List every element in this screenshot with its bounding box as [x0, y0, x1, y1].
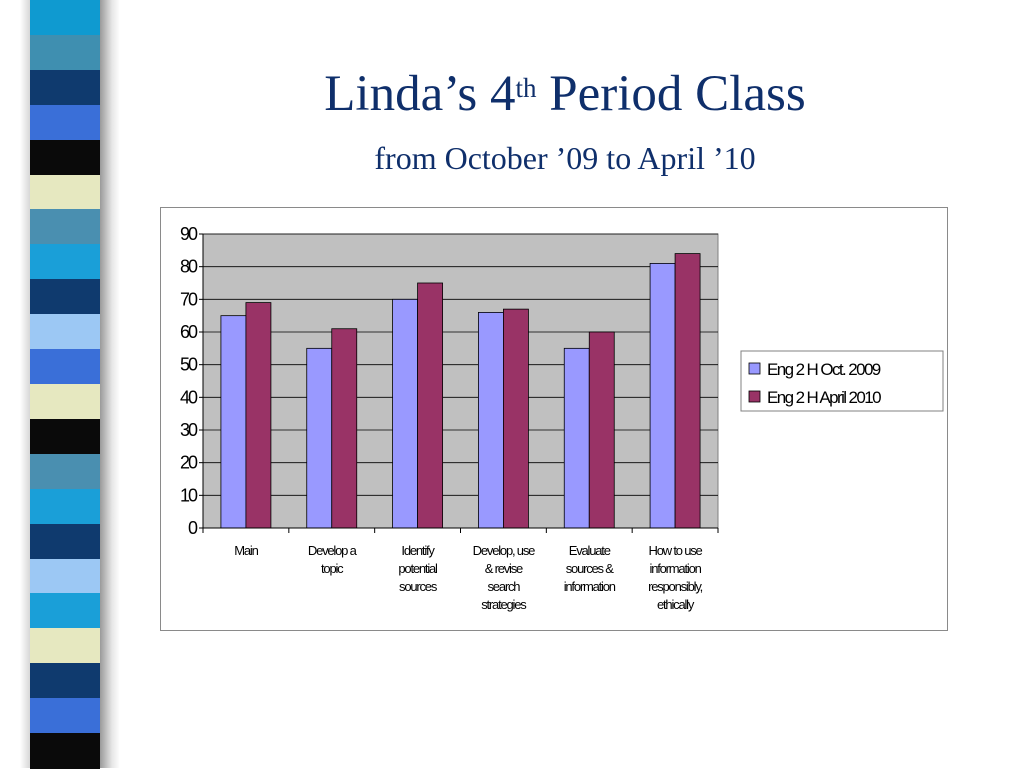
stripe-segment	[30, 698, 100, 735]
stripe-segment	[30, 418, 100, 455]
y-tick-label: 80	[180, 257, 198, 277]
stripe-segment	[30, 349, 100, 385]
category-label: Develop, use	[473, 543, 535, 558]
stripe-segment	[30, 628, 100, 665]
category-label: information	[564, 579, 616, 594]
plot-area	[202, 233, 719, 529]
stripe-segment	[30, 733, 100, 769]
stripe-segment	[30, 174, 100, 211]
bar-1	[478, 312, 504, 529]
legend-label: Eng 2 H Oct. 2009	[767, 360, 881, 379]
bar-1	[563, 347, 590, 529]
stripe-edge	[20, 0, 32, 768]
bar-2	[417, 282, 443, 529]
stripe-segment	[30, 453, 100, 490]
y-tick-label: 40	[180, 387, 198, 407]
chart-frame: 0 10 20 30 40 50 60 70 80 90 Main Develop a topic Id…	[160, 207, 948, 631]
stripe-segment	[30, 69, 100, 106]
title-rest: Period Class	[536, 66, 806, 122]
category-label: topic	[321, 561, 344, 576]
legend-swatch	[748, 362, 761, 375]
title-superscript: th	[515, 73, 537, 103]
stripe-segment	[30, 488, 100, 525]
category-label: strategies	[481, 597, 527, 612]
category-label: potential	[398, 561, 438, 576]
gridlines	[203, 233, 718, 496]
category-label: & revise	[485, 561, 523, 576]
x-axis: Main Develop a topic Identify potential sourc…	[202, 527, 719, 612]
stripe-segment	[30, 523, 100, 560]
stripe-segment	[30, 663, 100, 700]
bar-1	[392, 298, 418, 529]
bar-2	[331, 328, 358, 529]
y-tick-label: 50	[180, 355, 198, 375]
y-tick-label: 20	[180, 453, 198, 473]
bar-2	[245, 302, 272, 529]
bar-2	[503, 308, 529, 529]
stripe-segment	[30, 0, 100, 36]
category-label: Evaluate	[569, 543, 611, 558]
y-tick-label: 60	[180, 322, 198, 342]
category-label: How to use	[649, 543, 703, 558]
slide-subtitle: from October ’09 to April ’10	[374, 140, 756, 176]
y-tick-label: 10	[180, 485, 198, 505]
legend-box	[740, 350, 944, 412]
y-tick-label: 70	[180, 289, 198, 309]
y-axis: 0 10 20 30 40 50 60 70 80 90	[180, 224, 204, 538]
stripe-segment	[30, 34, 100, 71]
stripe-segment	[30, 139, 100, 176]
stripe-segment	[30, 558, 100, 595]
category-label: responsibly,	[648, 579, 703, 594]
y-tick-label: 0	[188, 518, 198, 538]
category-label: ethically	[657, 597, 695, 612]
stripe-segment	[30, 209, 100, 246]
decorative-stripe	[30, 0, 100, 769]
category-label: sources &	[566, 561, 615, 576]
legend-label: Eng 2 H April 2010	[767, 388, 881, 407]
category-label: information	[650, 561, 702, 576]
stripe-segment	[30, 104, 100, 141]
stripe-segment	[30, 593, 100, 630]
slide-title: Linda’s 4th Period Class	[200, 62, 930, 126]
stripe-segment	[30, 314, 100, 351]
bar-1	[306, 347, 333, 529]
stripe-segment	[30, 279, 100, 316]
category-label: Identify	[401, 543, 435, 558]
stripe-segment	[30, 384, 100, 420]
stripe-shadow	[100, 0, 120, 768]
legend-swatch	[748, 390, 761, 403]
y-tick-label: 30	[180, 420, 198, 440]
bar-1	[649, 263, 676, 529]
bars	[220, 253, 701, 529]
category-label: Develop a	[308, 543, 358, 558]
category-label: Main	[234, 543, 258, 558]
title-main: Linda’s 4	[324, 66, 516, 122]
category-label: sources	[399, 579, 438, 594]
y-tick-label: 90	[180, 224, 198, 244]
bar-1	[220, 315, 247, 529]
legend: Eng 2 H Oct. 2009 Eng 2 H April 2010	[740, 350, 944, 412]
bar-2	[588, 331, 615, 529]
bar-chart: 0 10 20 30 40 50 60 70 80 90 Main Develop a topic Id…	[180, 224, 944, 612]
stripe-segment	[30, 244, 100, 281]
category-label: search	[488, 579, 521, 594]
bar-2	[674, 253, 701, 529]
